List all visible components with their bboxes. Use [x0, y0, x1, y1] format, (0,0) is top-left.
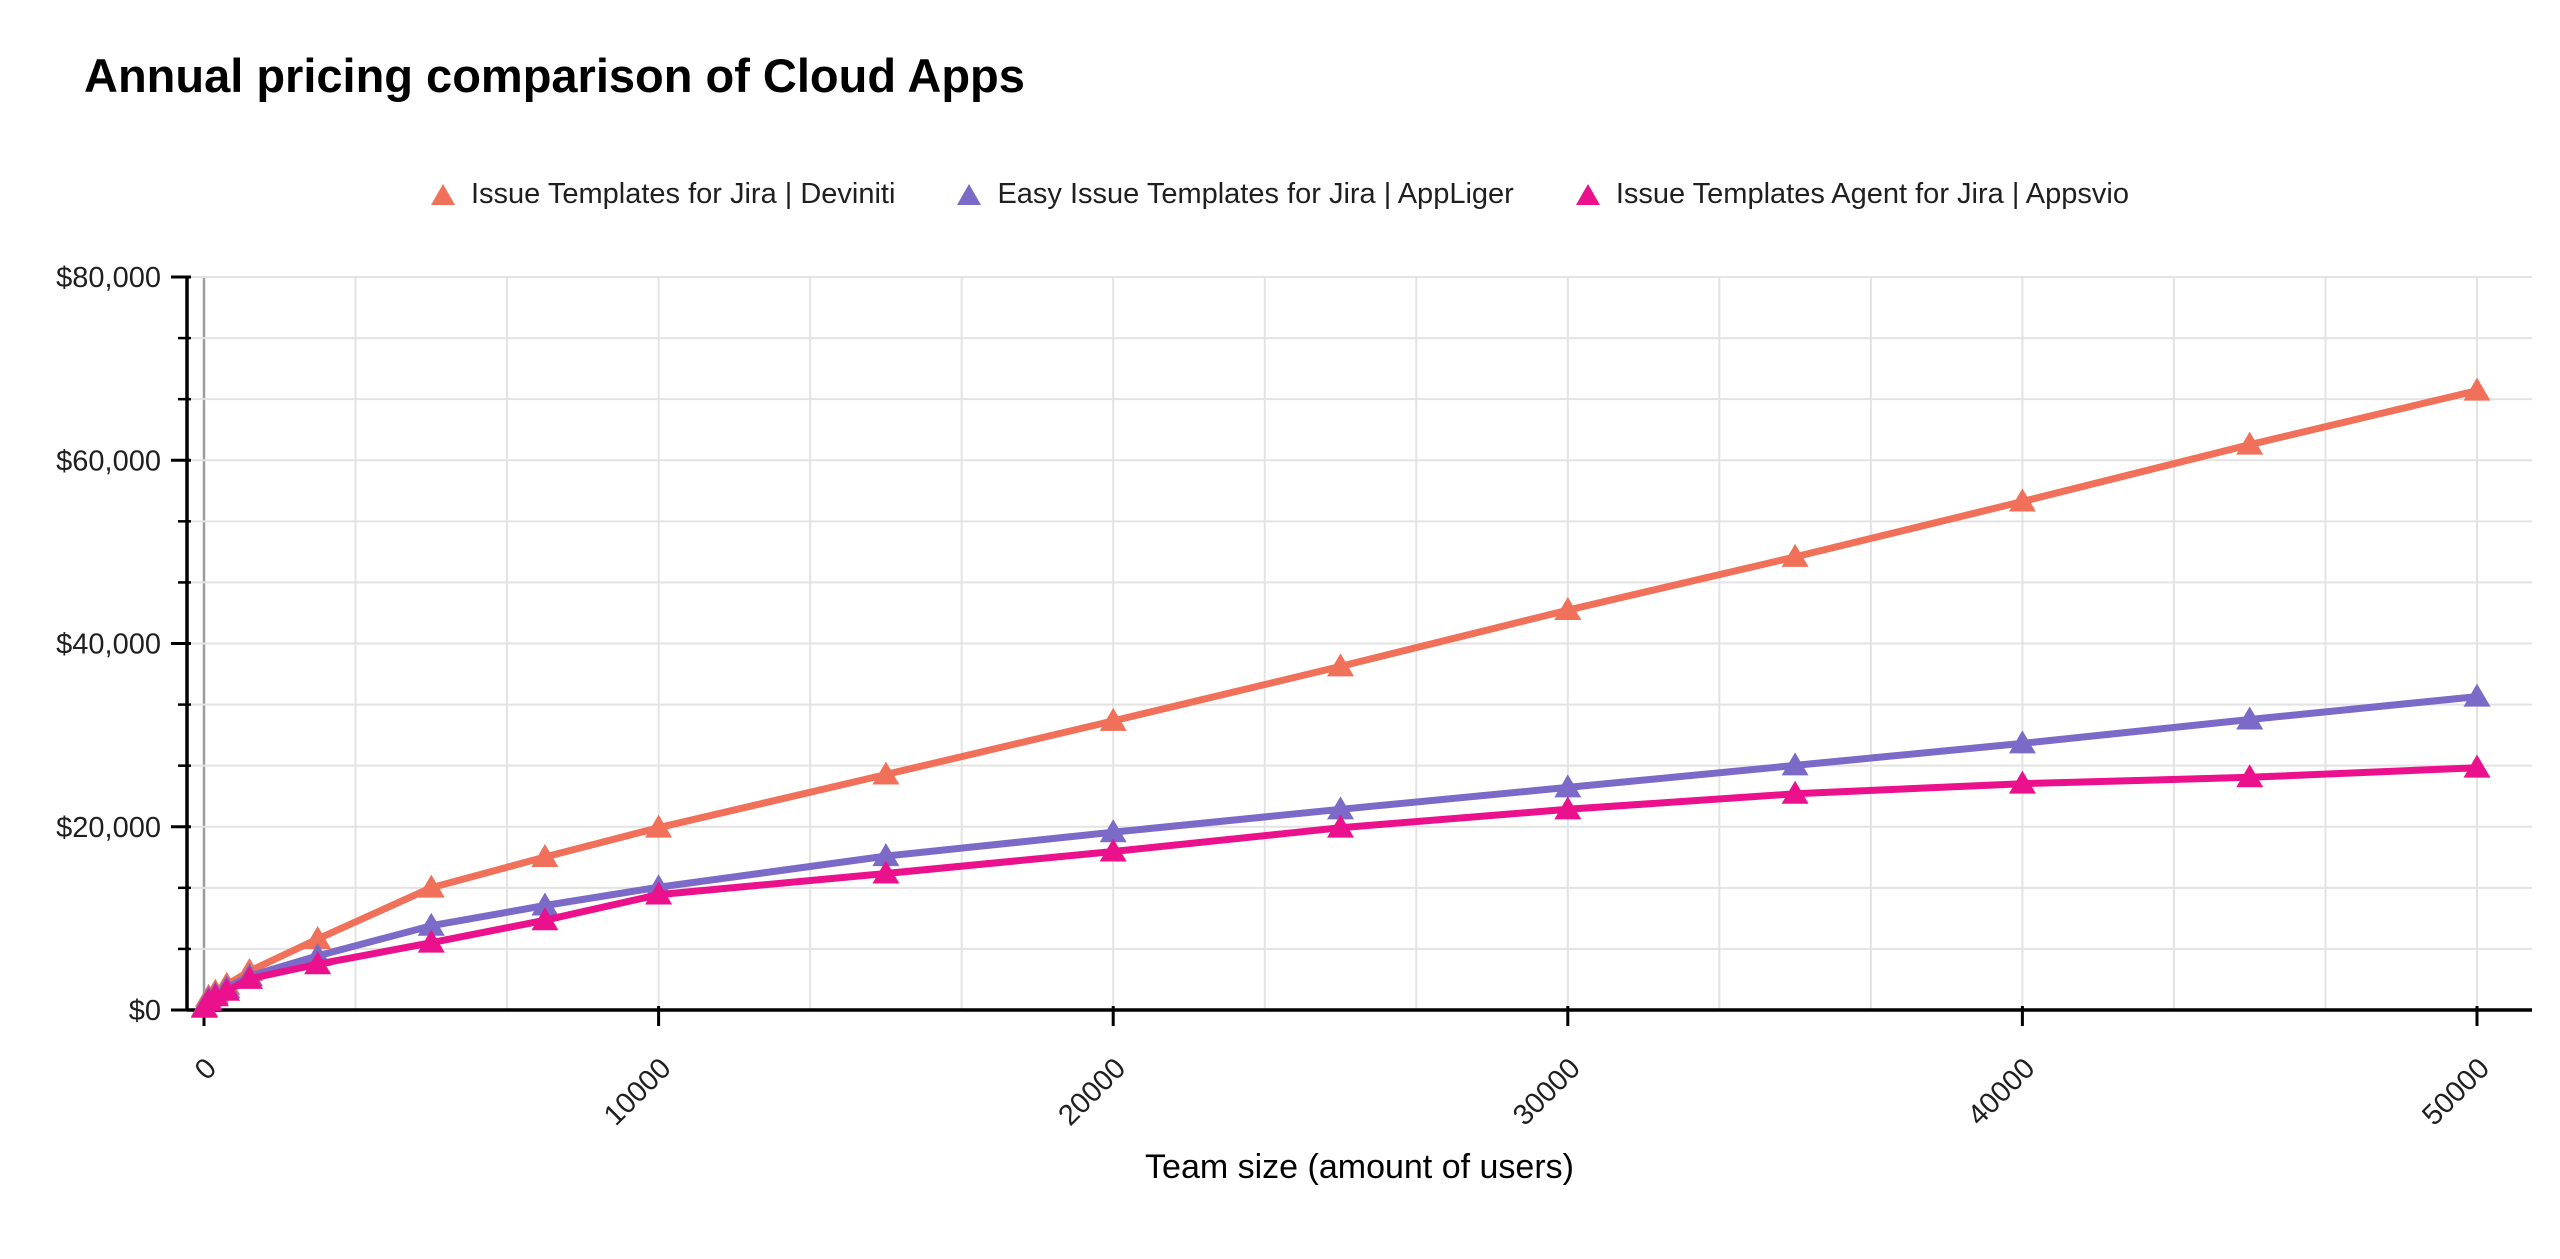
- series-marker-2[interactable]: [1327, 814, 1354, 838]
- series-marker-2[interactable]: [213, 977, 241, 1001]
- series-marker-0[interactable]: [645, 814, 673, 838]
- series-marker-1[interactable]: [2463, 683, 2491, 707]
- series-marker-2[interactable]: [1781, 780, 1809, 804]
- y-tick-label: $40,000: [56, 629, 161, 661]
- series-marker-0[interactable]: [1327, 653, 1354, 677]
- series-marker-0[interactable]: [417, 874, 445, 898]
- x-tick-label: 10000: [598, 1052, 678, 1132]
- series-marker-2[interactable]: [1554, 796, 1582, 820]
- x-tick-label: 30000: [1507, 1052, 1587, 1132]
- series-marker-0[interactable]: [2463, 377, 2491, 401]
- series-marker-0[interactable]: [304, 925, 332, 949]
- chart-title: Annual pricing comparison of Cloud Apps: [84, 49, 1025, 102]
- series-marker-0[interactable]: [531, 843, 559, 867]
- series-marker-1[interactable]: [2008, 730, 2036, 754]
- series-marker-2[interactable]: [417, 929, 445, 953]
- series-marker-2[interactable]: [2463, 754, 2491, 778]
- series-marker-0[interactable]: [2236, 431, 2264, 455]
- series-marker-2[interactable]: [872, 860, 900, 884]
- series-marker-0[interactable]: [1554, 597, 1582, 621]
- series-marker-2[interactable]: [2008, 770, 2036, 794]
- series-marker-2[interactable]: [235, 965, 263, 989]
- series-marker-1[interactable]: [872, 843, 900, 867]
- legend-item-deviniti: Issue Templates for Jira | Deviniti: [431, 178, 895, 211]
- y-tick-label: $60,000: [56, 445, 161, 477]
- series-marker-1[interactable]: [1099, 819, 1127, 843]
- series-marker-2[interactable]: [1099, 838, 1127, 862]
- series-marker-1[interactable]: [531, 892, 559, 916]
- y-tick-label: $80,000: [56, 262, 161, 294]
- series-marker-1[interactable]: [1327, 796, 1354, 820]
- series-marker-2[interactable]: [645, 881, 673, 905]
- legend-label-appsvio: Issue Templates Agent for Jira | Appsvio: [1615, 178, 2129, 210]
- series-marker-0[interactable]: [872, 761, 900, 785]
- series-marker-0[interactable]: [1099, 707, 1127, 731]
- x-tick-label: 20000: [1052, 1052, 1132, 1132]
- triangle-marker-icon: [431, 184, 455, 205]
- series-marker-2[interactable]: [2236, 764, 2264, 788]
- x-axis-title: Team size (amount of users): [1145, 1148, 1574, 1186]
- y-tick-label: $0: [129, 995, 161, 1027]
- legend-label-appliger: Easy Issue Templates for Jira | AppLiger: [997, 178, 1514, 210]
- series-marker-1[interactable]: [1781, 752, 1809, 776]
- y-tick-label: $20,000: [56, 812, 161, 844]
- triangle-marker-icon: [957, 184, 982, 205]
- series-marker-1[interactable]: [417, 912, 445, 936]
- series-marker-2[interactable]: [531, 907, 559, 931]
- chart-legend: Issue Templates for Jira | Deviniti Easy…: [0, 178, 2560, 211]
- x-tick-label: 40000: [1962, 1052, 2042, 1132]
- legend-item-appliger: Easy Issue Templates for Jira | AppLiger: [957, 178, 1514, 211]
- series-marker-2[interactable]: [304, 951, 332, 975]
- series-marker-1[interactable]: [1554, 774, 1582, 798]
- x-tick-label: 0: [189, 1052, 223, 1086]
- x-tick-label: 50000: [2416, 1052, 2496, 1132]
- legend-label-deviniti: Issue Templates for Jira | Deviniti: [471, 178, 896, 210]
- series-marker-0[interactable]: [2008, 488, 2036, 512]
- legend-item-appsvio: Issue Templates Agent for Jira | Appsvio: [1575, 178, 2129, 211]
- series-marker-0[interactable]: [1781, 543, 1809, 567]
- triangle-marker-icon: [1575, 184, 1600, 205]
- series-marker-1[interactable]: [2236, 706, 2264, 730]
